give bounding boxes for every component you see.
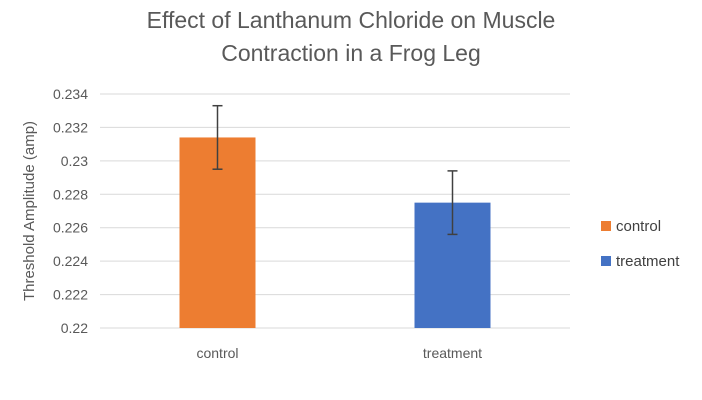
legend-label: treatment bbox=[616, 253, 680, 270]
y-tick-label: 0.226 bbox=[53, 220, 88, 236]
x-axis-ticks: control treatment bbox=[196, 345, 482, 361]
y-axis-title: Threshold Amplitude (amp) bbox=[21, 121, 38, 301]
x-tick-label: treatment bbox=[423, 345, 482, 361]
y-tick-label: 0.224 bbox=[53, 253, 88, 269]
chart-title-line-1: Effect of Lanthanum Chloride on Muscle bbox=[147, 7, 556, 33]
y-tick-label: 0.228 bbox=[53, 186, 88, 202]
legend: control treatment bbox=[601, 218, 680, 270]
y-tick-label: 0.22 bbox=[61, 320, 88, 336]
legend-label: control bbox=[616, 218, 661, 235]
gridlines bbox=[100, 93, 570, 329]
legend-swatch-control bbox=[601, 221, 611, 231]
bars bbox=[179, 137, 491, 328]
legend-swatch-treatment bbox=[601, 256, 611, 266]
y-tick-label: 0.23 bbox=[61, 153, 88, 169]
y-tick-label: 0.234 bbox=[53, 86, 88, 102]
error-bars bbox=[212, 104, 458, 236]
x-tick-label: control bbox=[196, 345, 238, 361]
chart-title-line-2: Contraction in a Frog Leg bbox=[221, 40, 481, 66]
y-tick-label: 0.222 bbox=[53, 287, 88, 303]
y-tick-label: 0.232 bbox=[53, 119, 88, 135]
y-axis-ticks: 0.22 0.222 0.224 0.226 0.228 0.23 0.232 0.234 bbox=[53, 86, 88, 336]
